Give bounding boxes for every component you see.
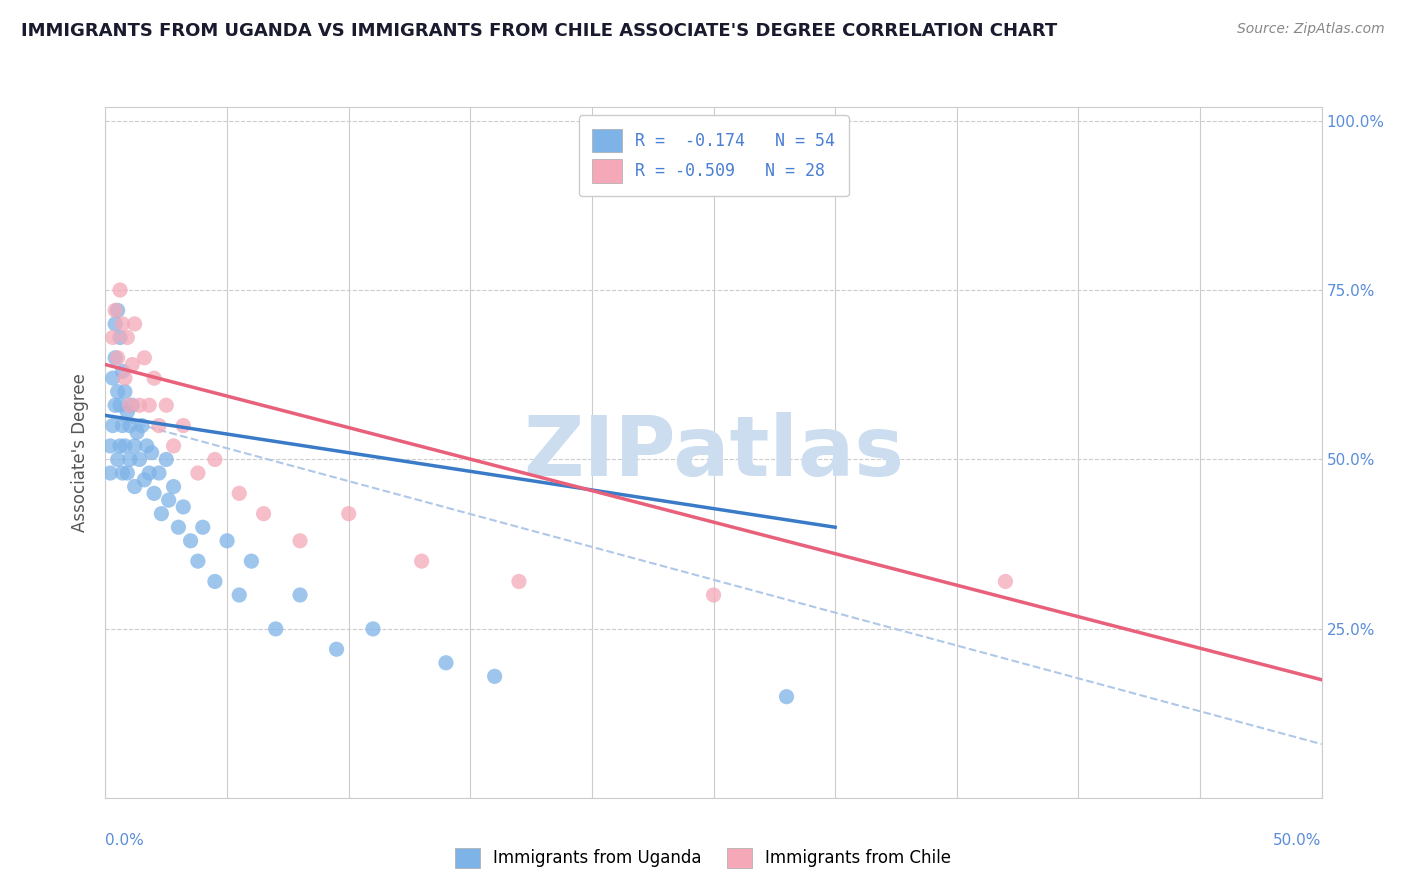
Point	[155, 452, 177, 467]
Point	[111, 364, 134, 378]
Point	[172, 418, 194, 433]
Point	[143, 486, 166, 500]
Point	[108, 330, 131, 344]
Point	[148, 418, 170, 433]
Point	[162, 439, 184, 453]
Point	[107, 351, 129, 365]
Point	[107, 303, 129, 318]
Point	[108, 439, 131, 453]
Point	[187, 554, 209, 568]
Point	[114, 371, 136, 385]
Point	[167, 520, 190, 534]
Legend: R =  -0.174   N = 54, R = -0.509   N = 28: R = -0.174 N = 54, R = -0.509 N = 28	[578, 115, 849, 196]
Point	[104, 398, 127, 412]
Point	[157, 493, 180, 508]
Point	[325, 642, 347, 657]
Point	[134, 473, 156, 487]
Point	[702, 588, 725, 602]
Point	[108, 283, 131, 297]
Text: IMMIGRANTS FROM UGANDA VS IMMIGRANTS FROM CHILE ASSOCIATE'S DEGREE CORRELATION C: IMMIGRANTS FROM UGANDA VS IMMIGRANTS FRO…	[21, 22, 1057, 40]
Point	[107, 452, 129, 467]
Point	[118, 398, 141, 412]
Text: 0.0%: 0.0%	[105, 833, 145, 848]
Point	[434, 656, 457, 670]
Text: ZIPatlas: ZIPatlas	[523, 412, 904, 493]
Point	[117, 330, 139, 344]
Point	[148, 466, 170, 480]
Point	[204, 574, 226, 589]
Point	[288, 588, 311, 602]
Point	[98, 466, 121, 480]
Point	[104, 317, 127, 331]
Point	[104, 351, 127, 365]
Point	[361, 622, 384, 636]
Point	[150, 507, 173, 521]
Point	[114, 439, 136, 453]
Point	[138, 398, 160, 412]
Point	[98, 439, 121, 453]
Point	[172, 500, 194, 514]
Point	[228, 486, 250, 500]
Point	[508, 574, 530, 589]
Point	[141, 445, 163, 460]
Point	[252, 507, 274, 521]
Point	[134, 351, 156, 365]
Point	[118, 418, 141, 433]
Point	[101, 418, 124, 433]
Point	[125, 425, 148, 440]
Point	[484, 669, 506, 683]
Point	[128, 452, 150, 467]
Point	[117, 466, 139, 480]
Point	[101, 371, 124, 385]
Point	[111, 466, 134, 480]
Point	[124, 479, 146, 493]
Point	[217, 533, 239, 548]
Point	[180, 533, 202, 548]
Point	[264, 622, 287, 636]
Point	[121, 358, 143, 372]
Point	[135, 439, 157, 453]
Point	[121, 398, 143, 412]
Point	[101, 330, 124, 344]
Point	[187, 466, 209, 480]
Point	[117, 405, 139, 419]
Point	[111, 418, 134, 433]
Point	[337, 507, 360, 521]
Point	[191, 520, 214, 534]
Point	[114, 384, 136, 399]
Legend: Immigrants from Uganda, Immigrants from Chile: Immigrants from Uganda, Immigrants from …	[449, 841, 957, 875]
Point	[204, 452, 226, 467]
Text: 50.0%: 50.0%	[1274, 833, 1322, 848]
Point	[994, 574, 1017, 589]
Point	[124, 317, 146, 331]
Point	[111, 317, 134, 331]
Point	[240, 554, 263, 568]
Point	[162, 479, 184, 493]
Point	[124, 439, 146, 453]
Y-axis label: Associate's Degree: Associate's Degree	[72, 373, 90, 533]
Text: Source: ZipAtlas.com: Source: ZipAtlas.com	[1237, 22, 1385, 37]
Point	[131, 418, 153, 433]
Point	[107, 384, 129, 399]
Point	[288, 533, 311, 548]
Point	[228, 588, 250, 602]
Point	[138, 466, 160, 480]
Point	[411, 554, 433, 568]
Point	[104, 303, 127, 318]
Point	[118, 452, 141, 467]
Point	[775, 690, 797, 704]
Point	[155, 398, 177, 412]
Point	[108, 398, 131, 412]
Point	[128, 398, 150, 412]
Point	[143, 371, 166, 385]
